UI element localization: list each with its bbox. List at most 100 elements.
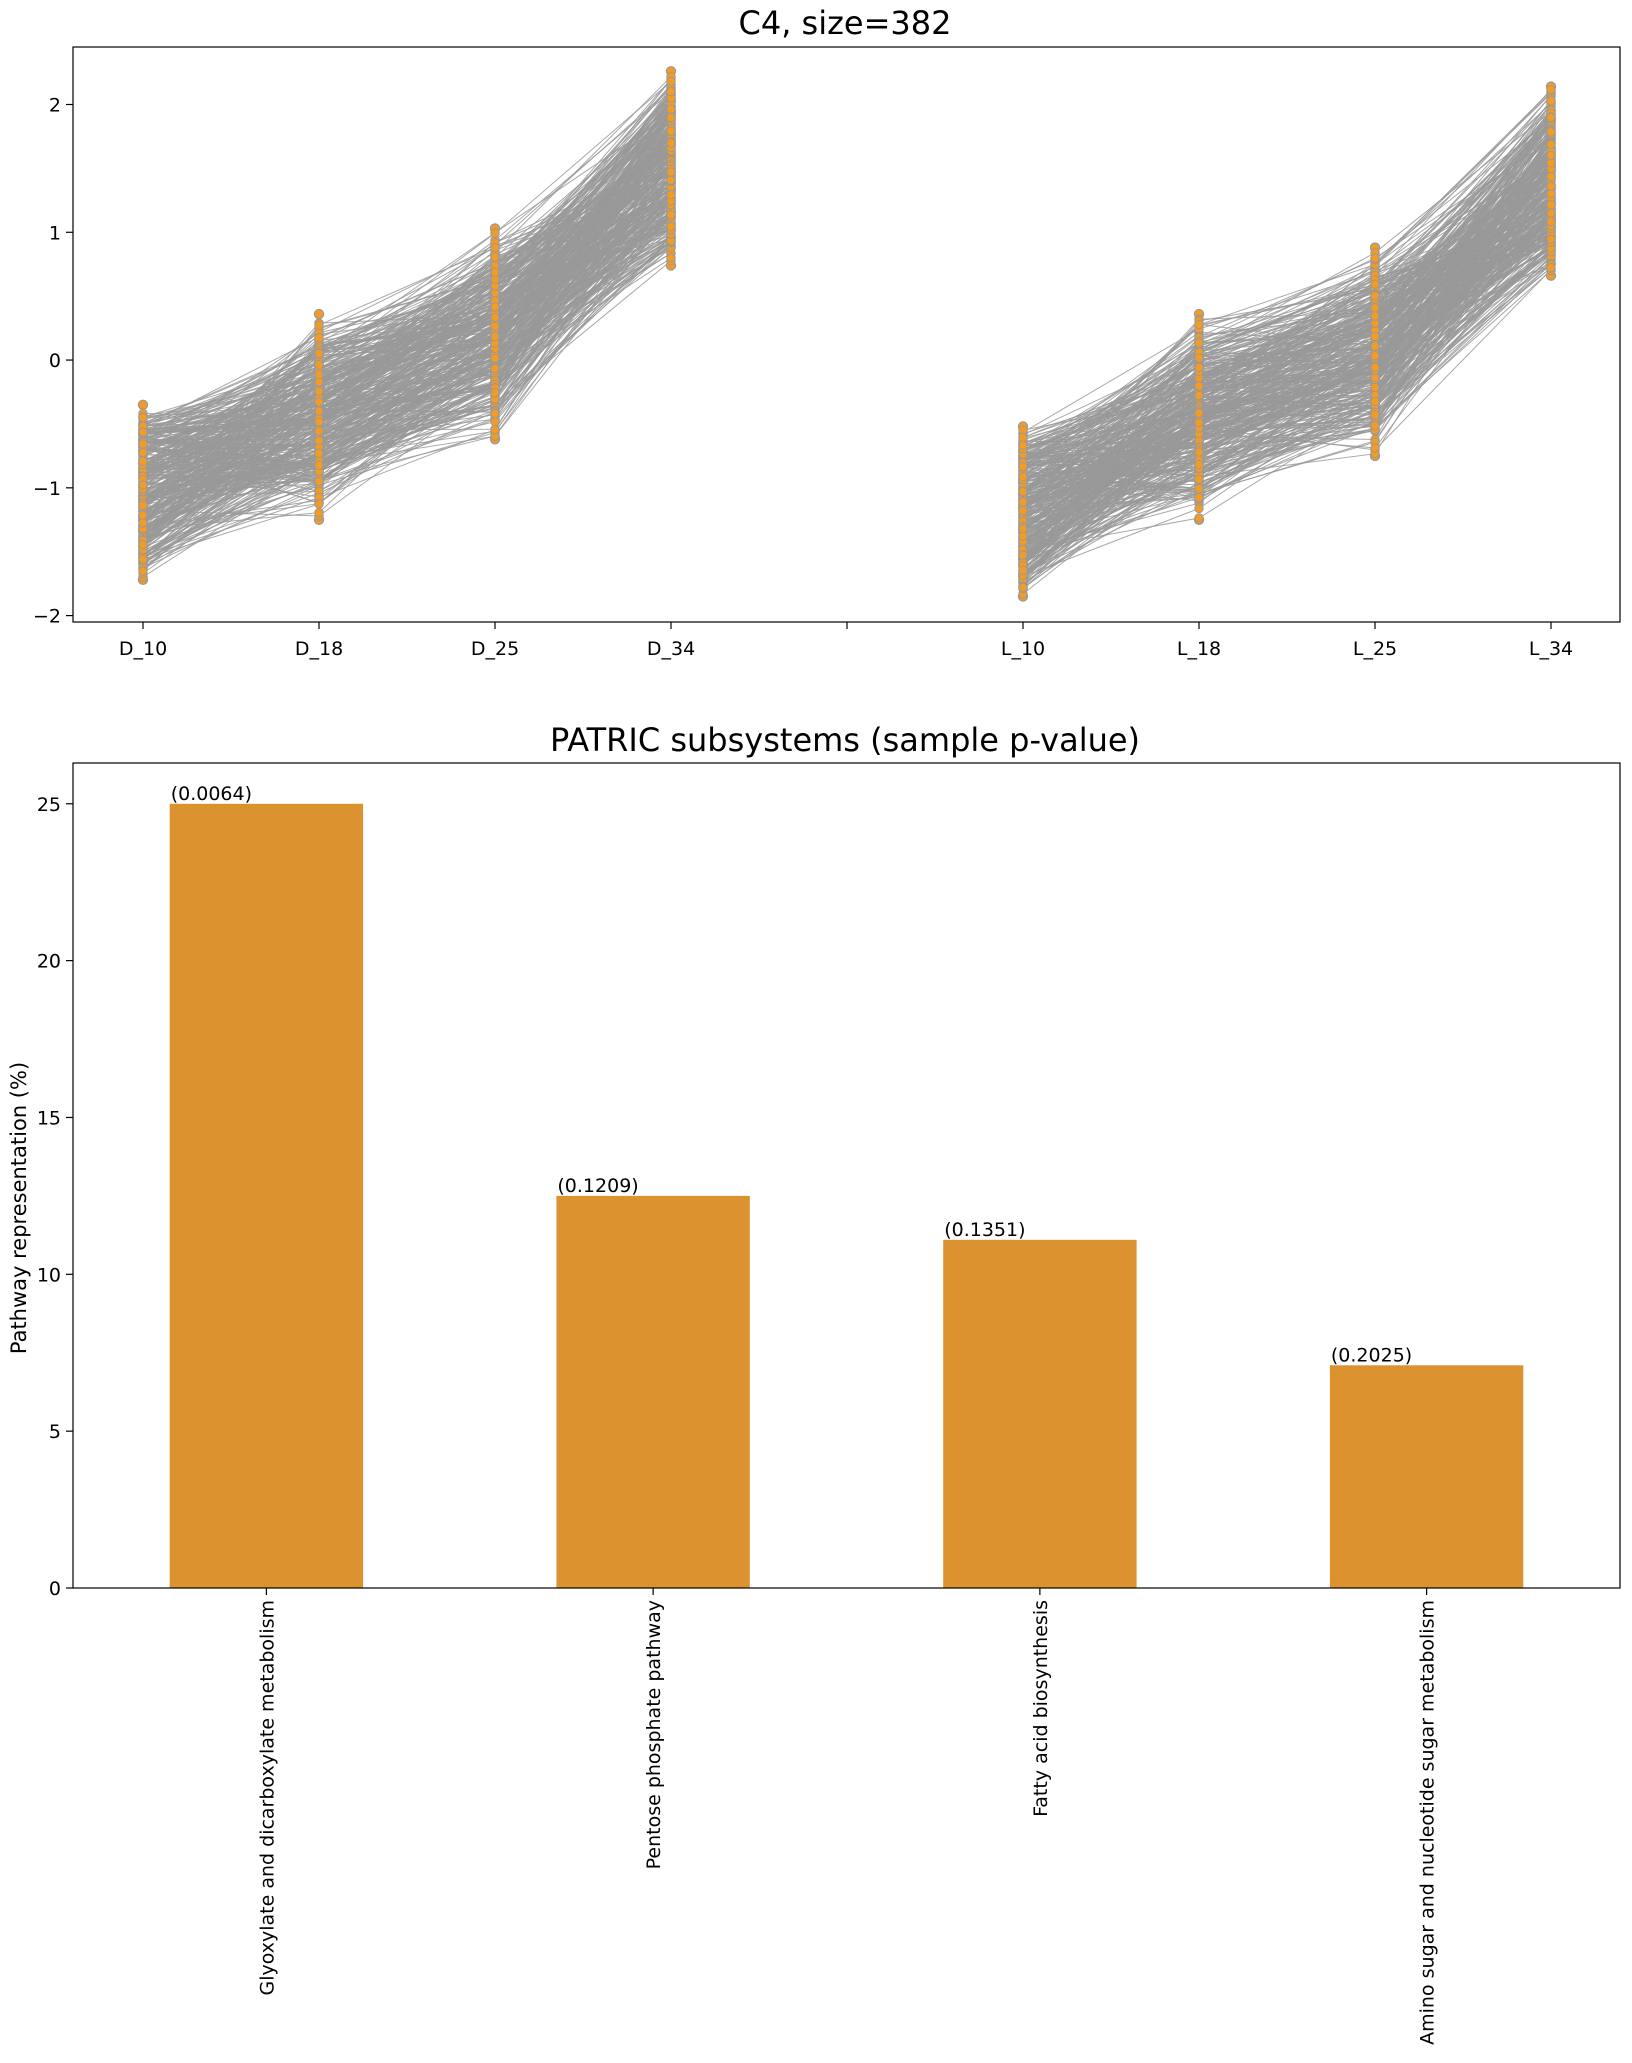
- profile-point: [490, 267, 500, 277]
- profile-line: [1022, 100, 1552, 533]
- profile-line: [142, 128, 672, 490]
- profile-line: [142, 227, 672, 462]
- bar-annotation: (0.0064): [171, 783, 252, 805]
- profile-line: [142, 209, 672, 480]
- profile-line: [142, 160, 672, 558]
- profile-line: [142, 147, 672, 531]
- profile-point: [1370, 303, 1380, 313]
- profile-point: [1546, 200, 1556, 210]
- bar-annotation: (0.2025): [1331, 1344, 1412, 1366]
- profile-point: [1194, 338, 1204, 348]
- profile-point: [490, 302, 500, 312]
- profile-line: [1022, 163, 1552, 520]
- profile-line: [142, 194, 672, 486]
- profile-line: [1022, 191, 1552, 479]
- profile-point: [314, 507, 324, 518]
- profile-point: [314, 460, 324, 470]
- profile-point: [666, 126, 676, 137]
- profile-line: [142, 141, 672, 436]
- profile-point: [1370, 253, 1380, 263]
- profile-point: [666, 86, 676, 97]
- profile-line: [142, 93, 672, 466]
- profile-point: [1370, 331, 1380, 342]
- profile-point: [1018, 440, 1028, 450]
- profile-line: [142, 239, 672, 502]
- profile-point: [138, 554, 148, 564]
- profile-point: [1546, 234, 1556, 245]
- profile-line: [142, 236, 672, 492]
- profile-point: [490, 353, 500, 363]
- profile-point: [1370, 351, 1380, 361]
- profile-point: [314, 448, 324, 458]
- profile-point: [138, 447, 148, 458]
- profile-point: [1194, 447, 1204, 457]
- profile-point: [1194, 418, 1204, 428]
- profile-point: [1546, 96, 1556, 106]
- profile-line: [1022, 117, 1552, 571]
- bar: [169, 803, 364, 1588]
- profile-line: [1022, 221, 1552, 534]
- bar: [943, 1239, 1137, 1588]
- profile-line: [1022, 204, 1552, 566]
- profile-point: [1546, 181, 1556, 191]
- bar: [1329, 1365, 1524, 1588]
- profile-line: [142, 108, 672, 434]
- profile-line: [1022, 142, 1552, 502]
- profile-point: [1546, 150, 1556, 161]
- y-tick-label: 25: [37, 794, 61, 816]
- profile-line: [142, 172, 672, 455]
- profile-point: [1194, 319, 1204, 330]
- profile-line: [1022, 212, 1552, 464]
- profile-point: [314, 369, 324, 380]
- x-tick-label: L_10: [1001, 638, 1045, 660]
- profile-point: [138, 427, 148, 437]
- x-tick-label: L_18: [1177, 638, 1221, 660]
- profile-point: [138, 566, 148, 576]
- y-tick-label: 20: [37, 951, 61, 973]
- profile-line: [1022, 221, 1552, 446]
- profile-point: [1018, 582, 1028, 593]
- profile-point: [1546, 216, 1556, 227]
- profile-line: [1022, 119, 1552, 471]
- profile-point: [1370, 443, 1380, 453]
- profile-point: [666, 222, 676, 232]
- bar-annotation: (0.1351): [944, 1219, 1025, 1241]
- profile-point: [666, 253, 676, 263]
- profile-point: [1194, 381, 1204, 391]
- profile-line: [1022, 116, 1552, 481]
- profile-line: [142, 200, 672, 551]
- profile-point: [666, 104, 676, 114]
- profile-point: [314, 397, 324, 407]
- profile-point: [1194, 408, 1204, 418]
- profile-point: [1018, 432, 1028, 443]
- profile-point: [666, 210, 676, 220]
- x-tick-label: Fatty acid biosynthesis: [1030, 1600, 1052, 1817]
- profile-point: [1018, 550, 1028, 560]
- profile-point: [666, 138, 676, 148]
- profile-point: [490, 387, 500, 398]
- profile-line: [142, 213, 672, 556]
- profile-point: [490, 228, 500, 238]
- profile-point: [1194, 513, 1204, 523]
- profile-point: [1546, 208, 1556, 218]
- profile-line: [142, 177, 672, 489]
- profile-line: [142, 242, 672, 471]
- profile-line: [1022, 176, 1552, 589]
- profile-point: [1018, 462, 1028, 472]
- profile-point: [314, 499, 324, 509]
- profile-point: [314, 417, 324, 427]
- profile-line: [142, 117, 672, 462]
- profile-point: [138, 480, 148, 490]
- profile-point: [314, 406, 324, 416]
- profile-line: [142, 186, 672, 472]
- profile-line: [1022, 140, 1552, 558]
- profile-line: [1022, 255, 1552, 474]
- profile-point: [1370, 382, 1380, 393]
- profile-line: [1022, 112, 1552, 485]
- profile-point: [666, 190, 676, 200]
- profile-line: [142, 226, 672, 545]
- y-tick-label: 0: [49, 1578, 61, 1600]
- profile-point: [1194, 353, 1204, 363]
- profile-point: [314, 386, 324, 396]
